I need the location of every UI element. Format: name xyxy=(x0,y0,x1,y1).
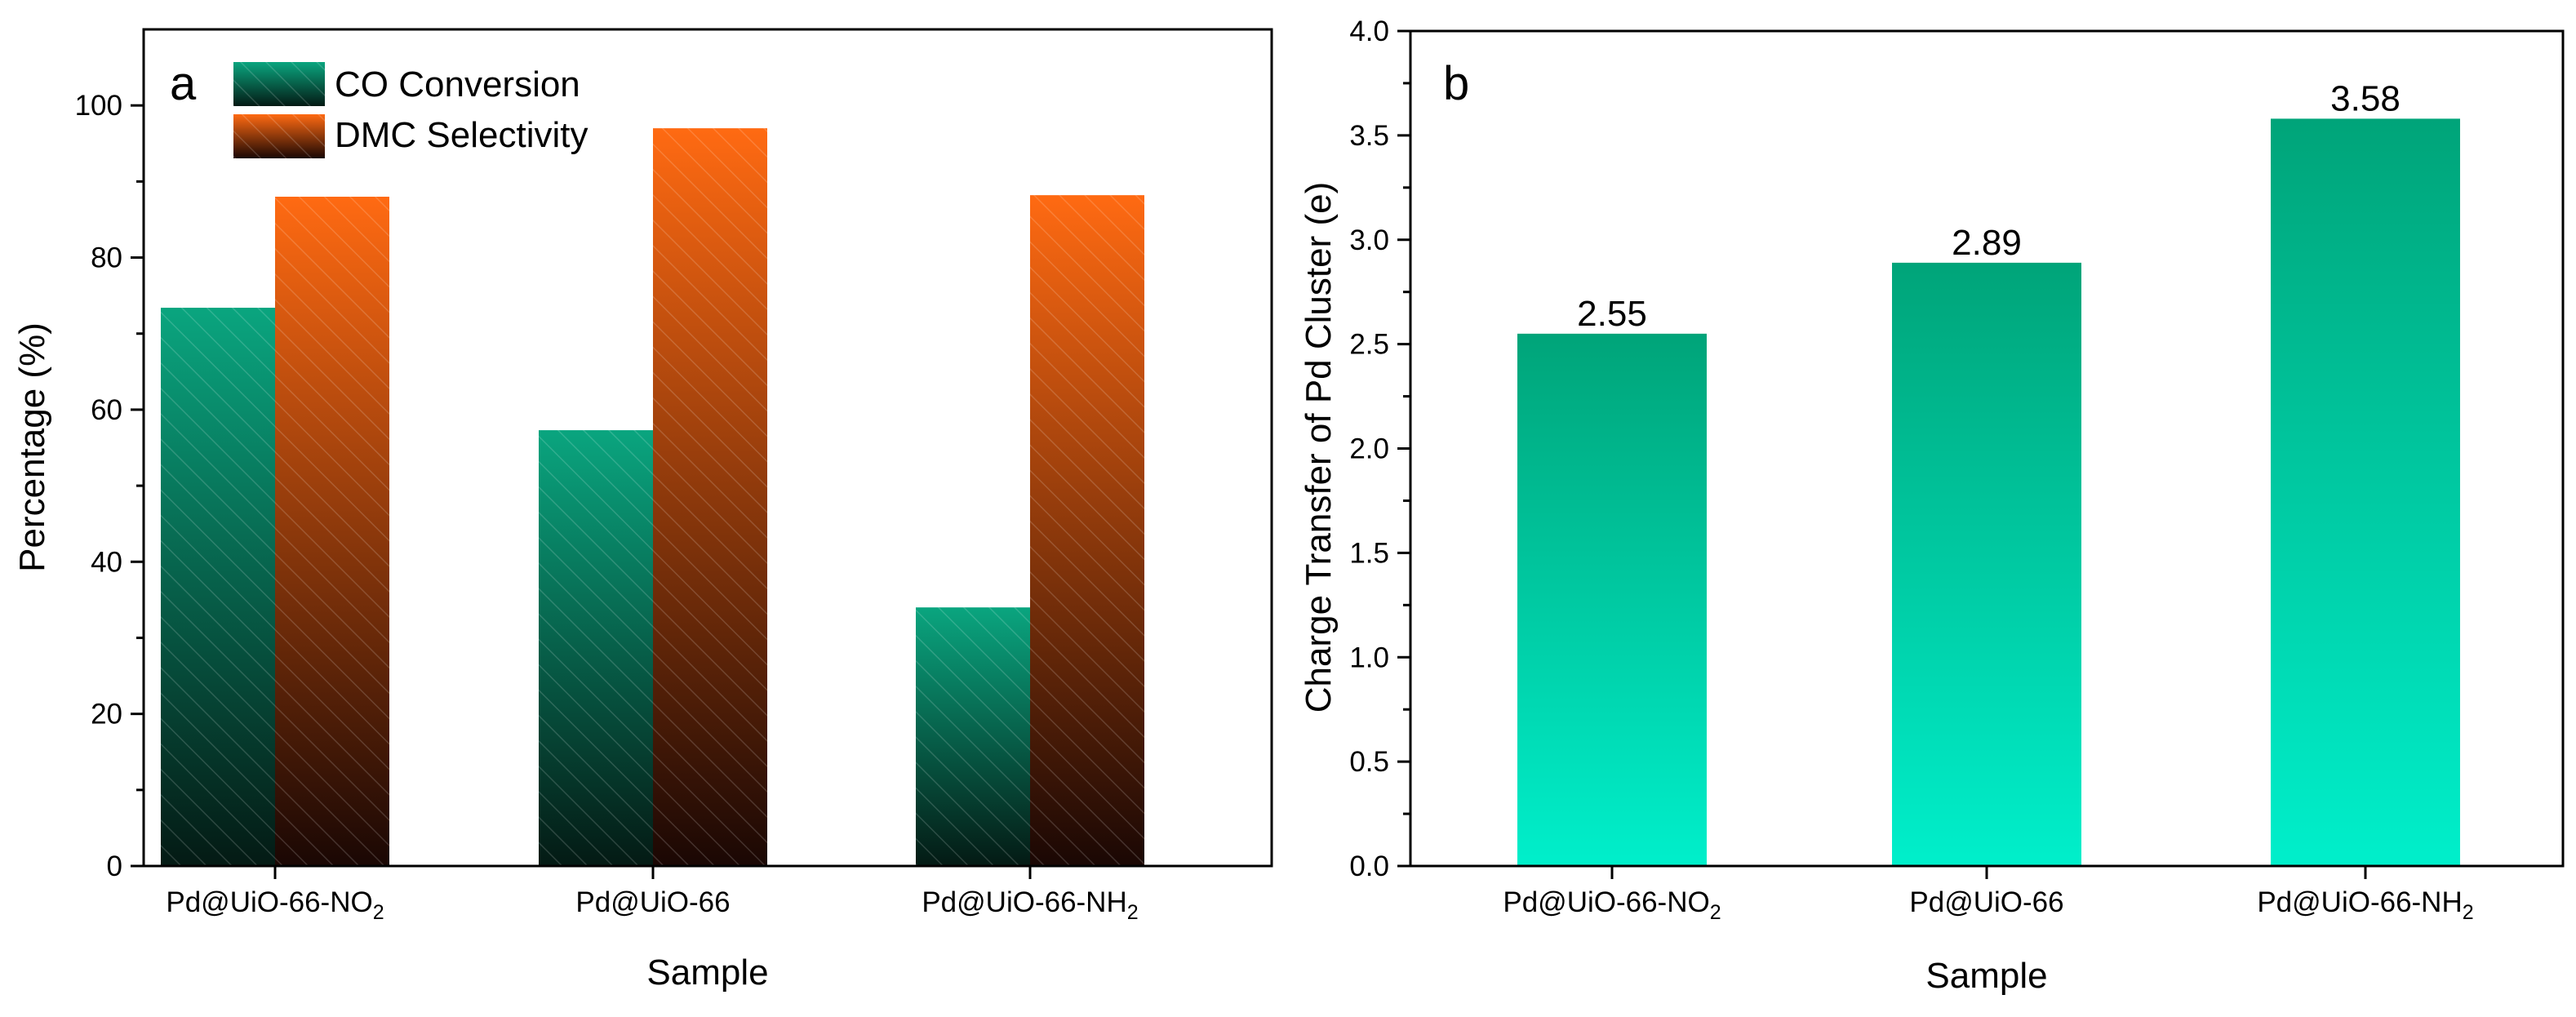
x-tick-label-3: Pd@UiO-66-NH2 xyxy=(2257,886,2473,924)
y-tick-label: 0.0 xyxy=(1349,850,1389,882)
y-tick-label: 0 xyxy=(107,850,122,882)
panel-a-plot-frame xyxy=(142,28,1273,868)
panel-a-x-axis-title: Sample xyxy=(646,953,768,993)
bar-hatch-co-conversion-1 xyxy=(161,308,275,867)
y-tick-label: 60 xyxy=(91,394,122,426)
y-tick-label: 80 xyxy=(91,242,122,274)
bar-charge-transfer-1 xyxy=(1517,333,1707,866)
x-tick-label-1: Pd@UiO-66-NO2 xyxy=(166,886,384,924)
panel-a-y-axis-ticks: 0 20 40 60 80 100 xyxy=(75,90,144,882)
legend-label-dmc-selectivity: DMC Selectivity xyxy=(335,115,588,155)
panel-a-x-axis-ticks: Pd@UiO-66-NO2 Pd@UiO-66 Pd@UiO-66-NH2 xyxy=(166,866,1139,924)
y-tick-label: 3.0 xyxy=(1349,224,1389,256)
panel-a-y-axis-title: Percentage (%) xyxy=(12,322,52,572)
data-label-1: 2.55 xyxy=(1577,294,1647,334)
y-tick-label: 40 xyxy=(91,546,122,578)
bar-charge-transfer-3 xyxy=(2271,118,2460,867)
legend-swatch-co-conversion-hatch xyxy=(233,62,325,106)
y-tick-label: 2.5 xyxy=(1349,329,1389,361)
bar-hatch-dmc-selectivity-3 xyxy=(1030,195,1144,867)
bar-charge-transfer-2 xyxy=(1892,262,2081,866)
y-tick-label: 2.0 xyxy=(1349,433,1389,465)
x-tick-label-1: Pd@UiO-66-NO2 xyxy=(1503,886,1721,924)
y-tick-label: 0.5 xyxy=(1349,746,1389,778)
panel-b-plot-frame xyxy=(1409,29,2565,868)
y-tick-label: 1.0 xyxy=(1349,642,1389,673)
panel-b-x-axis-ticks: Pd@UiO-66-NO2 Pd@UiO-66 Pd@UiO-66-NH2 xyxy=(1503,866,2474,924)
panel-a-bars xyxy=(161,128,1144,867)
panel-b-x-axis-title: Sample xyxy=(1925,956,2047,996)
panel-b-letter: b xyxy=(1443,57,1469,110)
x-tick-label-3: Pd@UiO-66-NH2 xyxy=(922,886,1138,924)
bar-hatch-co-conversion-3 xyxy=(916,607,1030,866)
panel-b-y-axis-title: Charge Transfer of Pd Cluster (e) xyxy=(1299,182,1339,713)
bar-hatch-dmc-selectivity-1 xyxy=(275,197,389,866)
x-tick-label-2: Pd@UiO-66 xyxy=(1909,886,2063,918)
legend-label-co-conversion: CO Conversion xyxy=(335,64,580,104)
panel-a-legend: CO Conversion DMC Selectivity xyxy=(233,62,588,158)
bar-hatch-co-conversion-2 xyxy=(539,430,653,866)
y-tick-label: 100 xyxy=(75,90,122,122)
panel-b-y-axis-ticks: 0.0 0.5 1.0 1.5 2.0 2.5 3.0 3.5 4.0 xyxy=(1349,16,1410,882)
data-label-2: 2.89 xyxy=(1952,223,2022,263)
y-tick-label: 4.0 xyxy=(1349,16,1389,47)
y-tick-label: 1.5 xyxy=(1349,537,1389,569)
panel-b-chart: 2.55 2.89 3.58 0.0 0.5 1.0 1.5 2.0 2.5 3.0 3.5 4.0… xyxy=(1299,16,2565,996)
x-tick-label-2: Pd@UiO-66 xyxy=(575,886,730,918)
bar-hatch-dmc-selectivity-2 xyxy=(653,128,767,867)
legend-swatch-dmc-selectivity-hatch xyxy=(233,114,325,158)
y-tick-label: 20 xyxy=(91,699,122,731)
y-tick-label: 3.5 xyxy=(1349,120,1389,152)
panel-b-bars: 2.55 2.89 3.58 xyxy=(1517,78,2460,867)
panel-a-letter: a xyxy=(170,57,197,110)
data-label-3: 3.58 xyxy=(2330,78,2401,118)
